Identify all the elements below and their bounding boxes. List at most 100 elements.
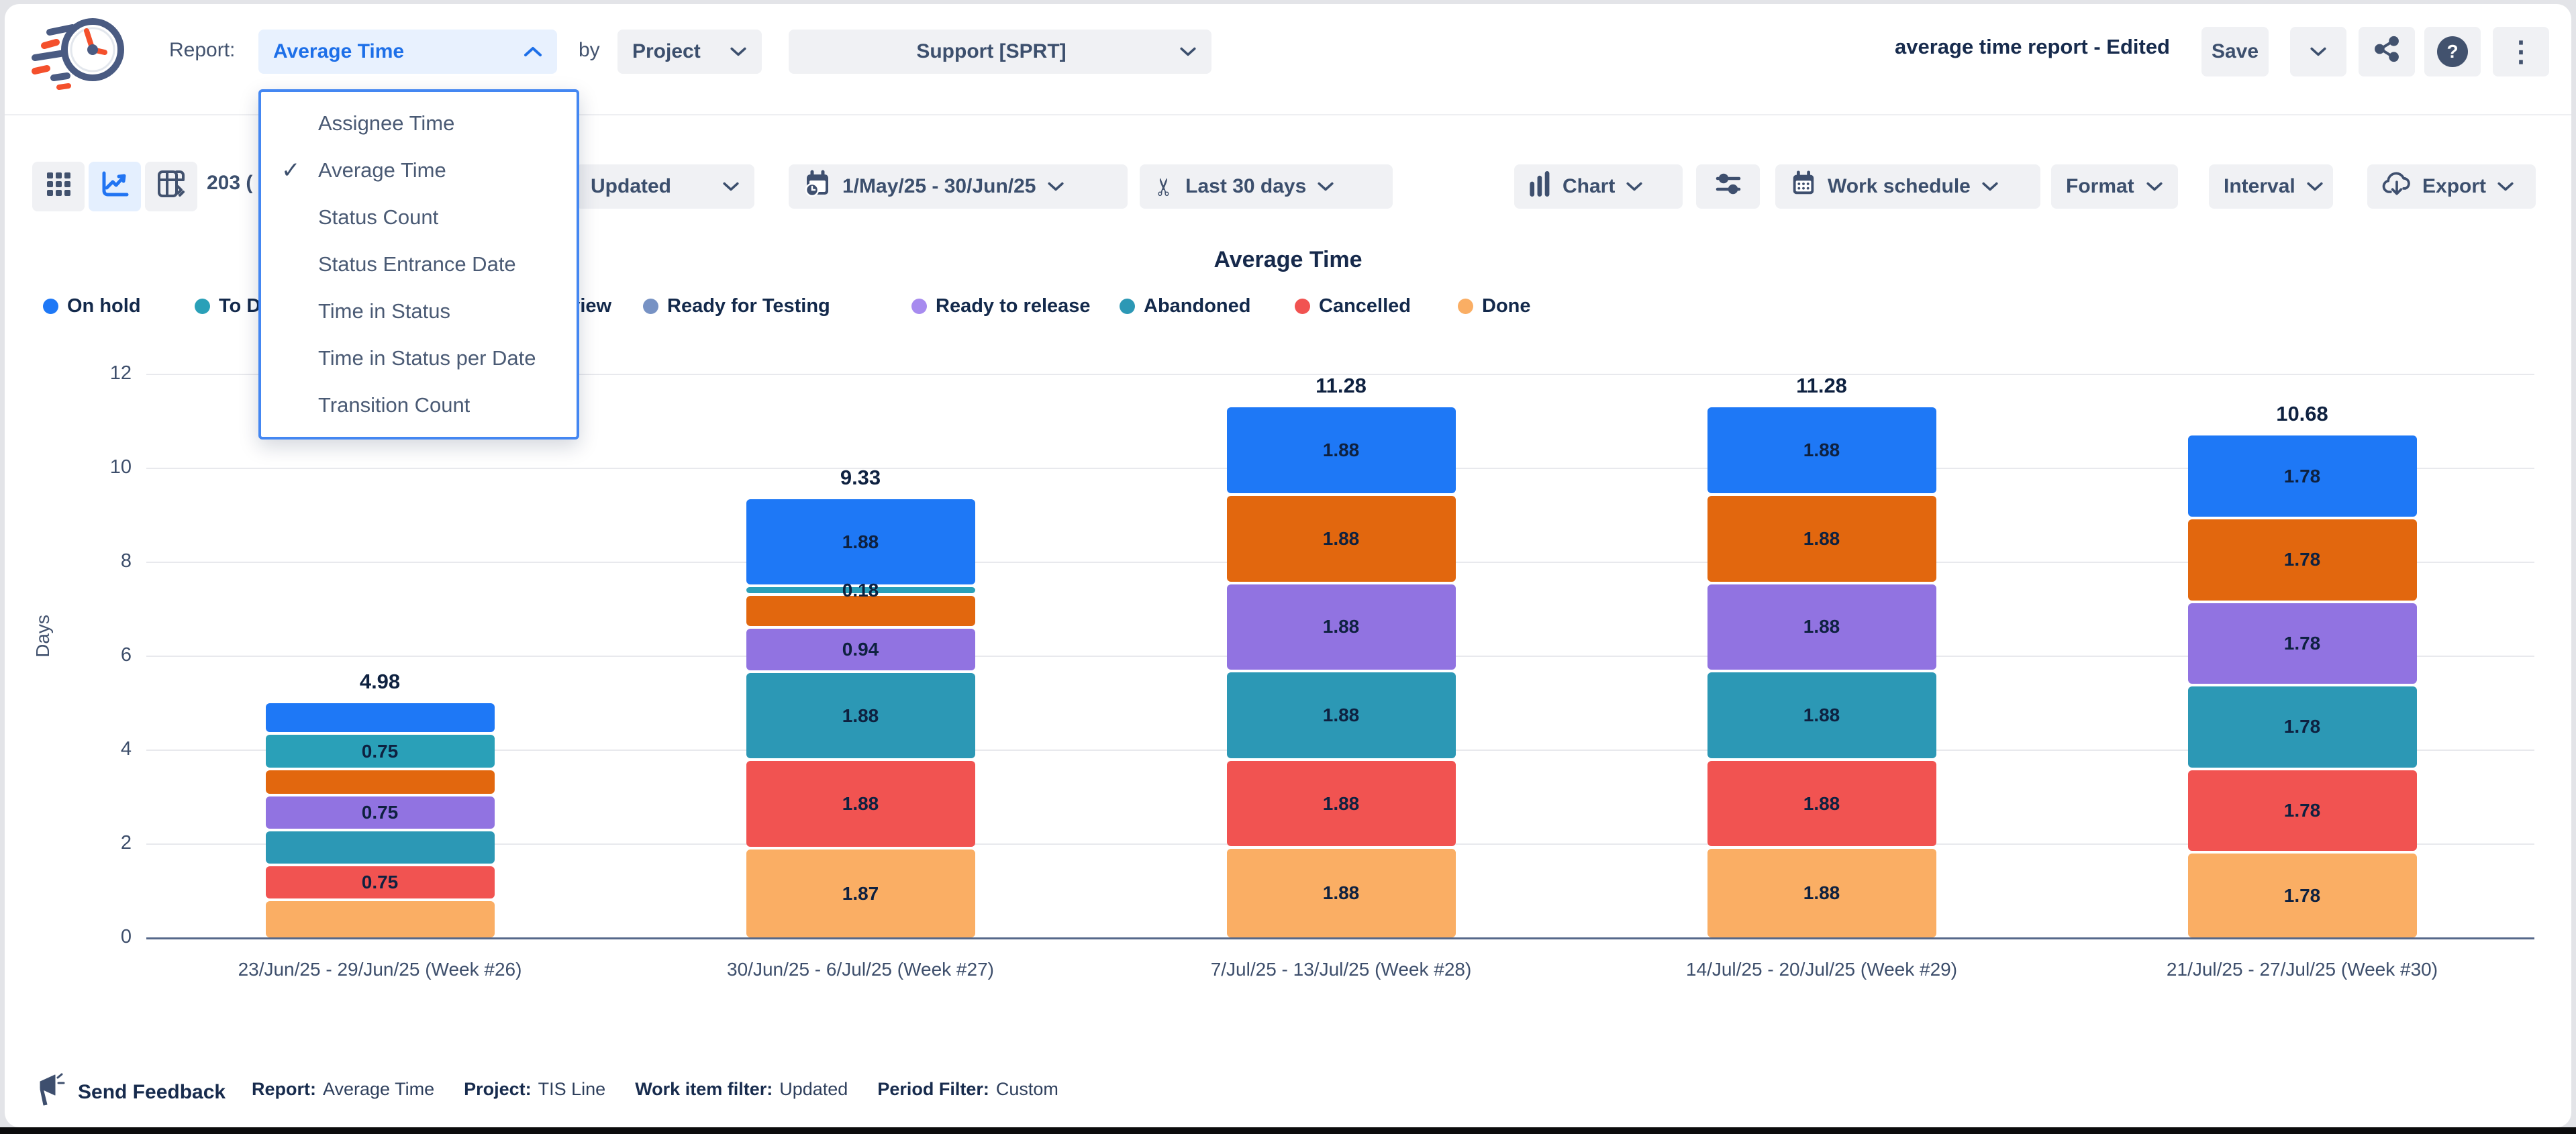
bar-segment[interactable]: 1.88: [746, 499, 975, 585]
bar-segment[interactable]: 0.75: [265, 735, 495, 768]
chevron-down-icon: [2310, 46, 2327, 57]
segment-value-label: 1.78: [2283, 716, 2321, 737]
bar-segment[interactable]: 1.88: [1707, 495, 1936, 582]
work-item-filter-select[interactable]: Updated: [576, 164, 754, 209]
legend-item[interactable]: Ready for Testing: [643, 295, 830, 317]
report-menu-item-label: Transition Count: [318, 393, 470, 417]
bar-segment[interactable]: 1.88: [1707, 407, 1936, 493]
project-value: Support [SPRT]: [916, 40, 1067, 62]
export-button[interactable]: Export: [2367, 164, 2536, 209]
send-feedback-button[interactable]: Send Feedback: [35, 1072, 226, 1113]
bar-segment[interactable]: 1.88: [1226, 495, 1456, 582]
more-options-button[interactable]: ⋮: [2493, 27, 2549, 76]
chart-settings-button[interactable]: [1696, 164, 1760, 209]
format-button[interactable]: Format: [2051, 164, 2178, 209]
legend-item[interactable]: Done: [1458, 295, 1531, 317]
x-axis-category-label: 30/Jun/25 - 6/Jul/25 (Week #27): [727, 959, 994, 980]
stacked-bar: 10.68 1.78 1.78 1.78 1.78 1.78 1.78: [2187, 402, 2417, 937]
legend-item[interactable]: On hold: [43, 295, 141, 317]
segment-value-label: 1.78: [2283, 632, 2321, 654]
bar-segment[interactable]: 1.88: [1707, 849, 1936, 937]
grid-view-icon: [46, 171, 71, 202]
bar-segment[interactable]: 1.88: [1226, 672, 1456, 758]
chart-type-button[interactable]: Chart: [1514, 164, 1683, 209]
y-axis-tick-label: 0: [120, 926, 132, 947]
bar-segment[interactable]: 0.75: [265, 796, 495, 829]
segment-value-label: 1.78: [2283, 884, 2321, 906]
date-range-button[interactable]: 1/May/25 - 30/Jun/25: [789, 164, 1128, 209]
view-grid-button[interactable]: [32, 162, 85, 211]
legend-item[interactable]: Ready to release: [911, 295, 1091, 317]
kebab-menu-icon: ⋮: [2507, 36, 2535, 67]
segment-value-label: 1.88: [1803, 616, 1840, 637]
project-select[interactable]: Support [SPRT]: [789, 30, 1211, 74]
bar-segment[interactable]: 1.88: [746, 761, 975, 847]
segment-value-label: 1.87: [842, 882, 879, 904]
bar-segment[interactable]: 1.78: [2187, 770, 2417, 852]
bar-segment[interactable]: 0.18: [746, 580, 975, 599]
trim-period-button[interactable]: ✂ Last 30 days: [1140, 164, 1393, 209]
header-divider: [5, 114, 2571, 115]
stacked-bar: 9.33 1.88 0.18 0.94 1.88 1.88 1.87: [746, 466, 975, 937]
legend-label: Abandoned: [1144, 295, 1251, 317]
report-type-select[interactable]: Average Time: [258, 30, 557, 74]
bar-segment[interactable]: 1.88: [1226, 584, 1456, 670]
work-item-filter-value: Updated: [591, 175, 671, 197]
bar-segment[interactable]: 0.75: [265, 866, 495, 899]
line-chart-icon: [100, 169, 130, 204]
view-pivot-button[interactable]: [145, 162, 197, 211]
bar-segment[interactable]: [265, 770, 495, 794]
bar-segment[interactable]: 1.88: [1226, 760, 1456, 847]
work-schedule-button[interactable]: Work schedule: [1775, 164, 2040, 209]
bar-segment[interactable]: 1.78: [2187, 519, 2417, 601]
bar-segment[interactable]: [265, 901, 495, 937]
view-chart-button[interactable]: [89, 162, 141, 211]
calendar-icon: [1790, 170, 1817, 203]
segment-value-label: 0.75: [361, 740, 399, 762]
report-menu-item[interactable]: Status Count: [261, 194, 577, 241]
report-menu-item-label: Assignee Time: [318, 111, 455, 135]
bar-segment[interactable]: 1.78: [2187, 854, 2417, 937]
calendar-clock-icon: [803, 170, 832, 203]
bar-segment[interactable]: 1.88: [1707, 584, 1936, 670]
report-menu-item[interactable]: Transition Count: [261, 382, 577, 429]
legend-label: Done: [1482, 295, 1531, 317]
segment-value-label: 1.78: [2283, 549, 2321, 570]
bar-segment[interactable]: 1.87: [746, 849, 975, 937]
share-button[interactable]: [2359, 27, 2415, 76]
bar-segment[interactable]: 0.94: [746, 629, 975, 670]
save-options-button[interactable]: [2290, 27, 2346, 76]
legend-label: Ready for Testing: [667, 295, 830, 317]
segment-value-label: 0.75: [361, 802, 399, 823]
report-menu-item[interactable]: Assignee Time: [261, 100, 577, 147]
bar-segment[interactable]: 1.88: [1226, 849, 1456, 937]
legend-item[interactable]: Cancelled: [1295, 295, 1411, 317]
bar-segment[interactable]: 1.88: [1226, 407, 1456, 493]
bar-segment[interactable]: [746, 596, 975, 627]
chevron-down-icon: [730, 46, 747, 57]
report-menu-item-label: Status Entrance Date: [318, 252, 516, 276]
bar-segment[interactable]: 1.78: [2187, 686, 2417, 768]
meta-value: Updated: [779, 1079, 848, 1099]
legend-item[interactable]: Abandoned: [1120, 295, 1251, 317]
bar-segment[interactable]: 1.88: [1707, 672, 1936, 758]
bar-segment[interactable]: 1.78: [2187, 603, 2417, 684]
interval-button[interactable]: Interval: [2209, 164, 2333, 209]
segment-value-label: 1.88: [1322, 704, 1360, 725]
report-menu-item[interactable]: Status Entrance Date: [261, 241, 577, 288]
group-by-select[interactable]: Project: [617, 30, 762, 74]
report-menu-item[interactable]: ✓ Average Time: [261, 147, 577, 194]
save-button[interactable]: Save: [2201, 27, 2269, 76]
legend-label: On hold: [67, 295, 141, 317]
help-button[interactable]: ?: [2424, 27, 2481, 76]
interval-label: Interval: [2224, 175, 2295, 197]
report-menu-item[interactable]: Time in Status per Date: [261, 335, 577, 382]
bar-segment[interactable]: 1.88: [746, 672, 975, 759]
bar-segment[interactable]: 1.78: [2187, 435, 2417, 517]
sliders-icon: [1715, 170, 1742, 203]
report-menu-item[interactable]: Time in Status: [261, 288, 577, 335]
save-label: Save: [2211, 40, 2259, 62]
bar-segment[interactable]: [265, 703, 495, 733]
bar-segment[interactable]: 1.88: [1707, 760, 1936, 847]
bar-segment[interactable]: [265, 831, 495, 864]
